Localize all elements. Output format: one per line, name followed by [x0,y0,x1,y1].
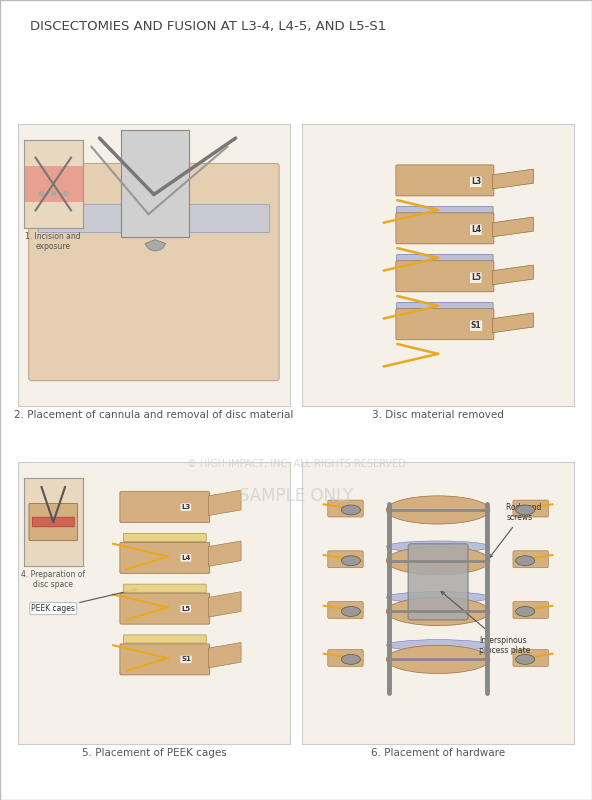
Ellipse shape [516,505,535,515]
Ellipse shape [342,556,361,566]
Text: 1. Incision and
exposure: 1. Incision and exposure [25,232,81,251]
FancyBboxPatch shape [328,602,363,618]
Ellipse shape [387,598,490,626]
FancyBboxPatch shape [28,163,279,381]
Text: S1: S1 [181,657,191,662]
FancyBboxPatch shape [513,650,548,666]
FancyBboxPatch shape [328,551,363,568]
Text: 5. Placement of PEEK cages: 5. Placement of PEEK cages [82,748,226,758]
Text: 3. Disc material removed: 3. Disc material removed [372,410,504,420]
FancyBboxPatch shape [513,500,548,517]
Ellipse shape [387,546,490,575]
Text: L4: L4 [471,226,481,234]
FancyBboxPatch shape [396,261,494,292]
Text: 4. Preparation of
disc space: 4. Preparation of disc space [21,570,85,590]
Ellipse shape [387,496,490,524]
FancyBboxPatch shape [120,542,210,574]
Ellipse shape [387,646,490,674]
FancyBboxPatch shape [24,166,83,202]
FancyBboxPatch shape [396,309,494,340]
Ellipse shape [516,556,535,566]
Text: L5: L5 [471,273,481,282]
Polygon shape [208,490,241,515]
Bar [121,130,189,237]
Text: 6. Placement of hardware: 6. Placement of hardware [371,748,505,758]
Polygon shape [208,592,241,617]
Text: Interspinous
process plate: Interspinous process plate [441,591,530,655]
Text: L3: L3 [471,178,481,186]
Polygon shape [493,169,533,189]
Polygon shape [493,265,533,285]
Ellipse shape [342,606,361,616]
FancyBboxPatch shape [513,551,548,568]
FancyBboxPatch shape [397,302,493,310]
Text: S1: S1 [471,321,481,330]
FancyBboxPatch shape [29,503,78,541]
Polygon shape [208,642,241,668]
Ellipse shape [342,505,361,515]
FancyBboxPatch shape [123,534,206,542]
FancyBboxPatch shape [328,650,363,666]
FancyBboxPatch shape [120,492,210,522]
FancyBboxPatch shape [328,500,363,517]
Text: PEEK cages: PEEK cages [31,589,136,613]
Text: L3: L3 [181,504,191,510]
Ellipse shape [387,640,490,651]
Text: L4: L4 [181,555,191,561]
FancyBboxPatch shape [38,204,270,233]
FancyBboxPatch shape [120,644,210,675]
Text: 2. Placement of cannula and removal of disc material: 2. Placement of cannula and removal of d… [14,410,294,420]
Ellipse shape [516,606,535,616]
FancyBboxPatch shape [397,254,493,262]
Ellipse shape [387,592,490,603]
FancyBboxPatch shape [120,593,210,624]
Text: DISCECTOMIES AND FUSION AT L3-4, L4-5, AND L5-S1: DISCECTOMIES AND FUSION AT L3-4, L4-5, A… [30,20,386,33]
FancyBboxPatch shape [123,635,206,643]
Ellipse shape [342,654,361,664]
FancyBboxPatch shape [123,584,206,592]
Text: SAMPLE ONLY: SAMPLE ONLY [239,487,353,505]
FancyBboxPatch shape [408,544,468,620]
Polygon shape [208,541,241,566]
Text: © HIGH IMPACT, INC. ALL RIGHTS RESERVED: © HIGH IMPACT, INC. ALL RIGHTS RESERVED [186,459,406,469]
Polygon shape [493,217,533,237]
Text: L5: L5 [181,606,190,612]
FancyBboxPatch shape [396,165,494,196]
FancyBboxPatch shape [396,213,494,244]
FancyBboxPatch shape [397,206,493,215]
Polygon shape [493,313,533,333]
Ellipse shape [516,654,535,664]
FancyBboxPatch shape [33,517,75,527]
Wedge shape [145,240,166,251]
Ellipse shape [387,541,490,552]
Text: Rods and
screws: Rods and screws [490,503,542,558]
FancyBboxPatch shape [513,602,548,618]
